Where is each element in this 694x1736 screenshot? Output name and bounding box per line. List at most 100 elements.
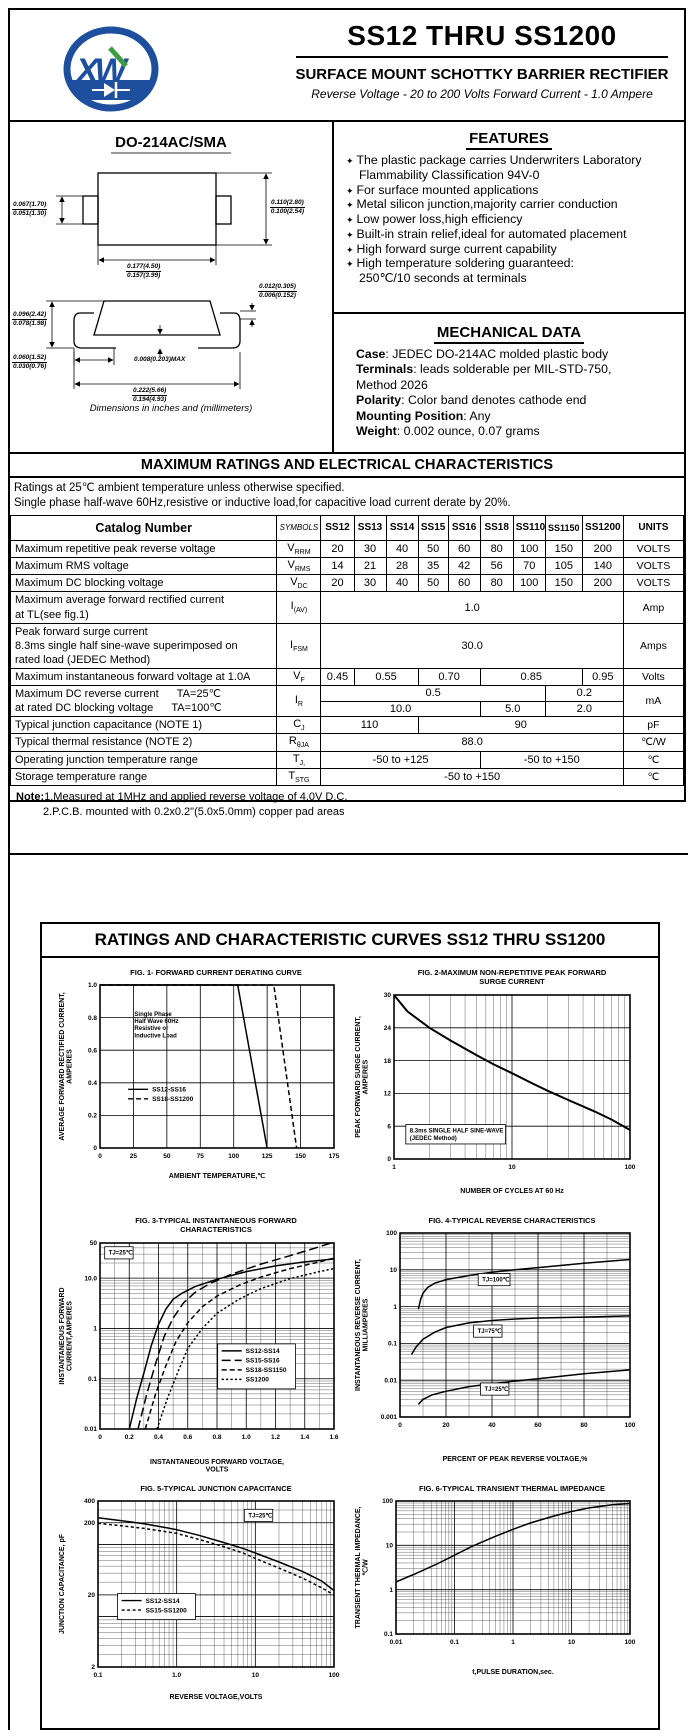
svg-text:10: 10	[568, 1639, 576, 1646]
symbol-cell: TJ,	[276, 750, 322, 769]
symbol-cell: TSTG	[276, 767, 322, 786]
table-cell: 0.55	[353, 667, 419, 687]
unit-cell: ℃/W	[622, 733, 685, 752]
dimension-lines-top-view	[56, 172, 272, 265]
table-cell: 70	[512, 557, 546, 576]
logo-diode-icon	[104, 83, 115, 97]
page-title: SS12 THRU SS1200	[347, 20, 617, 51]
svg-text:40: 40	[488, 1422, 496, 1429]
svg-text:100: 100	[625, 1164, 636, 1171]
table-cell: 35	[417, 557, 449, 576]
dimension-lines-side-view	[46, 300, 256, 389]
svg-text:0: 0	[93, 1146, 97, 1153]
table-cell: 150	[544, 574, 583, 593]
footnote-line: 2.P.C.B. mounted with 0.2x0.2"(5.0x5.0mm…	[43, 805, 345, 818]
unit-cell: ℃	[622, 750, 685, 769]
dimension-label: 0.008(0.203)MAX	[134, 356, 186, 363]
table-cell: 88.0	[320, 733, 624, 752]
table-cell: 200	[581, 539, 624, 559]
table-cell: 0.45	[320, 667, 355, 687]
svg-text:100: 100	[382, 1499, 393, 1506]
svg-text:0.8: 0.8	[212, 1434, 221, 1441]
col-header: SS12	[320, 514, 355, 541]
dimension-label: 0.177(4.50) 0.157(3.99)	[126, 263, 162, 279]
svg-text:0.1: 0.1	[88, 1376, 97, 1383]
chart-svg: 0 20 40 60 80 100 0.001 0.01 0.1 1 10 100 PERCENT OF…	[355, 1231, 636, 1464]
svg-text:INSTANTANEOUS FORWARD VOLTAGE,: INSTANTANEOUS FORWARD VOLTAGE, VOLTS	[150, 1459, 284, 1474]
svg-text:100: 100	[386, 1231, 397, 1238]
unit-cell: VOLTS	[622, 557, 685, 576]
table-cell: 42	[447, 557, 481, 576]
table-cell: 28	[385, 557, 419, 576]
bullet-icon: ✦	[346, 229, 354, 240]
list-item: ✦ High forward surge current capability	[346, 241, 557, 256]
fig5-junction-capacitance-chart: FIG. 5-TYPICAL JUNCTION CAPACITANCE 0.1 1.…	[54, 1484, 346, 1705]
symbol-cell: VRMS	[276, 557, 322, 576]
chart-title: FIG. 6-TYPICAL TRANSIENT THERMAL IMPEDAN…	[419, 1484, 605, 1493]
chart-plot: 1 10 100 0 6 12 18 24 30 NUMBER OF CYCLES AT 60 H…	[350, 989, 642, 1199]
curves-banner: RATINGS AND CHARACTERISTIC CURVES SS12 T…	[42, 924, 658, 958]
svg-text:50: 50	[90, 1240, 98, 1247]
table-cell: 1.0	[320, 591, 624, 624]
chart-plot: 0 0.2 0.4 0.6 0.8 1.0 1.2 1.4 1.6 0.01 0.1 1 10.0 50 I…	[54, 1237, 346, 1477]
table-row: Storage temperature range TSTG -50 to +150…	[9, 767, 685, 786]
row-label: Storage temperature range	[9, 767, 278, 786]
svg-text:1: 1	[389, 1587, 393, 1594]
svg-text:0.01: 0.01	[384, 1378, 397, 1385]
fig4-reverse-characteristics-chart: FIG. 4-TYPICAL REVERSE CHARACTERISTICS 0 2…	[350, 1216, 642, 1467]
svg-text:0.4: 0.4	[88, 1080, 97, 1087]
table-cell: 60	[447, 574, 481, 593]
unit-cell: Volts	[622, 667, 685, 687]
list-item: ✦ Built-in strain relief,ideal for automa…	[346, 226, 627, 241]
table-cell: 90	[417, 716, 624, 735]
table-cell: 200	[581, 574, 624, 593]
header: XW SS12 THRU SS1200 SURFACE MOUNT SCHOTT…	[10, 10, 684, 122]
dimension-label: 0.096(2.42) 0.078(1.98)	[12, 311, 48, 327]
mechanical-lines: Case: JEDEC DO-214AC molded plastic body…	[356, 347, 684, 440]
right-column: FEATURES ✦ The plastic package carries Un…	[334, 122, 684, 452]
brand-logo: XW	[56, 22, 166, 114]
svg-text:18: 18	[384, 1058, 392, 1065]
svg-text:TRANSIENT THERMAL IMPEDANCE,℃/: TRANSIENT THERMAL IMPEDANCE,℃/W	[355, 1507, 370, 1629]
svg-text:400: 400	[84, 1499, 95, 1506]
svg-text:2: 2	[91, 1665, 95, 1672]
chart-plot: 0 25 50 75 100 125 150 175 0 0.2 0.4 0.6 0.8 1.0 AMBIE…	[54, 979, 346, 1184]
svg-text:SS15-SS16: SS15-SS16	[246, 1357, 280, 1364]
table-cell: 60	[447, 539, 481, 559]
dimension-label: 0.012(0.305) 0.006(0.152)	[258, 283, 297, 299]
symbol-cell: VRRM	[276, 539, 322, 559]
unit-cell: Amp	[622, 591, 685, 624]
svg-text:SS12-SS14: SS12-SS14	[146, 1598, 180, 1605]
dimension-label: 0.110(2.80) 0.100(2.54)	[270, 199, 305, 215]
svg-text:0.2: 0.2	[125, 1434, 134, 1441]
table-cell: 14	[320, 557, 355, 576]
svg-text:TJ=100℃: TJ=100℃	[482, 1277, 510, 1284]
svg-text:6: 6	[387, 1123, 391, 1130]
svg-text:30: 30	[384, 992, 392, 999]
chart-title: FIG. 1- FORWARD CURRENT DERATING CURVE	[130, 968, 302, 977]
svg-text:10.0: 10.0	[84, 1275, 97, 1282]
svg-text:0.6: 0.6	[88, 1048, 97, 1055]
svg-text:0.1: 0.1	[93, 1672, 102, 1679]
table-row: Maximum RMS voltage VRMS 14 21 28 35 42 56 70 105…	[9, 557, 685, 576]
features-section: FEATURES ✦ The plastic package carries Un…	[334, 122, 684, 314]
svg-text:125: 125	[262, 1153, 273, 1160]
table-cell: 30	[353, 539, 387, 559]
svg-text:SS18-SS1200: SS18-SS1200	[152, 1096, 194, 1103]
fig6-transient-thermal-impedance-chart: FIG. 6-TYPICAL TRANSIENT THERMAL IMPEDAN…	[350, 1484, 642, 1680]
svg-text:0.4: 0.4	[154, 1434, 163, 1441]
table-cell: 50	[417, 574, 449, 593]
table-cell: 100	[512, 539, 546, 559]
svg-text:0.8: 0.8	[88, 1015, 97, 1022]
package-outline-drawing	[46, 172, 272, 389]
svg-text:150: 150	[295, 1153, 306, 1160]
symbol-cell: VDC	[276, 574, 322, 593]
svg-text:1.0: 1.0	[172, 1672, 181, 1679]
table-row: Maximum DC blocking voltage VDC 20 30 40 50 60…	[9, 574, 685, 593]
svg-text:0.01: 0.01	[390, 1639, 403, 1646]
unit-cell: VOLTS	[622, 574, 685, 593]
svg-text:SS1200: SS1200	[246, 1376, 270, 1383]
mechanical-line: Case: JEDEC DO-214AC molded plastic body	[356, 347, 609, 361]
